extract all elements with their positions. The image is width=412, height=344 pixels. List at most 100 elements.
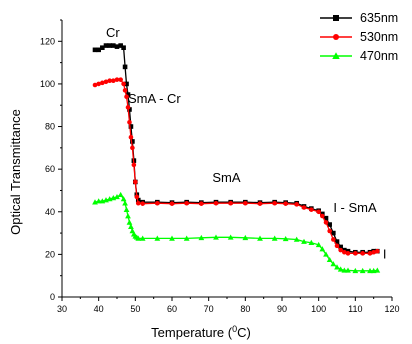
y-tick-label: 120 <box>40 36 55 46</box>
legend-label-530nm: 530nm <box>360 30 398 44</box>
data-point-530nm <box>155 200 160 206</box>
data-point-530nm <box>213 200 219 206</box>
annotation-label: I - SmA <box>333 200 377 215</box>
data-point-470nm <box>139 235 146 241</box>
data-point-530nm <box>169 201 175 206</box>
series-635nm <box>92 43 380 255</box>
data-point-530nm <box>135 200 141 206</box>
data-point-470nm <box>352 267 359 274</box>
legend-item-530nm: 530nm <box>320 30 398 44</box>
data-point-470nm <box>282 235 289 242</box>
data-point-530nm <box>118 77 123 82</box>
legend-marker-530nm <box>333 34 339 40</box>
data-point-470nm <box>122 200 128 206</box>
y-tick-label: 40 <box>45 207 55 217</box>
data-point-530nm <box>323 220 329 225</box>
data-point-470nm <box>125 213 131 219</box>
data-point-530nm <box>228 200 233 206</box>
data-point-470nm <box>323 251 329 257</box>
data-point-470nm <box>308 239 315 245</box>
data-point-635nm <box>118 43 123 48</box>
legend-item-470nm: 470nm <box>320 49 398 63</box>
data-point-470nm <box>198 234 205 241</box>
data-point-635nm <box>107 43 112 48</box>
data-point-530nm <box>320 213 325 219</box>
x-axis-title-sup: 0 <box>232 324 237 334</box>
data-point-470nm <box>227 234 234 240</box>
legend-label-470nm: 470nm <box>360 49 398 63</box>
data-point-635nm <box>114 44 120 49</box>
data-point-635nm <box>323 215 329 221</box>
x-tick-label: 60 <box>167 304 177 314</box>
data-point-470nm <box>120 196 127 202</box>
data-point-635nm <box>130 139 135 144</box>
data-point-635nm <box>100 45 105 50</box>
legend-marker-635nm <box>333 15 339 21</box>
data-point-530nm <box>338 247 343 253</box>
data-point-530nm <box>122 88 128 93</box>
data-point-470nm <box>154 235 161 241</box>
data-point-530nm <box>134 194 140 200</box>
data-point-530nm <box>327 228 332 234</box>
annotation-label: SmA - Cr <box>128 91 181 106</box>
x-tick-label: 80 <box>240 304 250 314</box>
x-tick-label: 30 <box>57 304 67 314</box>
x-axis-title-prefix: Temperature ( <box>151 325 233 340</box>
data-point-530nm <box>367 251 373 256</box>
data-point-470nm <box>135 235 142 241</box>
data-point-635nm <box>338 244 343 250</box>
data-point-470nm <box>330 261 337 267</box>
y-axis-title: Optical Transmittance <box>8 109 23 235</box>
y-tick-label: 80 <box>45 122 55 132</box>
legend-marker-470nm <box>332 52 340 59</box>
data-point-635nm <box>125 92 131 97</box>
data-point-470nm <box>271 235 278 241</box>
data-point-530nm <box>100 80 105 86</box>
data-point-635nm <box>331 230 336 236</box>
data-point-530nm <box>301 205 307 210</box>
data-point-530nm <box>140 201 145 206</box>
data-point-470nm <box>128 223 134 229</box>
data-point-635nm <box>96 47 101 53</box>
series-470nm <box>92 191 381 274</box>
x-tick-label: 50 <box>130 304 140 314</box>
data-point-470nm <box>257 235 263 241</box>
data-point-530nm <box>334 243 340 249</box>
legend-label-635nm: 635nm <box>360 11 398 25</box>
series-line-635nm <box>95 44 378 253</box>
data-point-635nm <box>92 47 98 53</box>
data-point-470nm <box>183 235 190 241</box>
data-point-470nm <box>126 219 133 225</box>
data-point-530nm <box>96 81 101 87</box>
y-tick-label: 20 <box>45 249 55 259</box>
data-point-530nm <box>243 200 248 206</box>
annotation-label: Cr <box>106 25 120 40</box>
data-point-530nm <box>184 200 189 206</box>
data-point-470nm <box>315 241 322 248</box>
data-point-635nm <box>103 43 109 48</box>
data-point-470nm <box>367 267 373 274</box>
data-point-530nm <box>360 251 365 256</box>
data-point-470nm <box>123 206 130 212</box>
y-tick-label: 100 <box>40 79 55 89</box>
data-point-530nm <box>371 249 376 255</box>
data-point-635nm <box>127 107 132 112</box>
data-point-530nm <box>283 201 288 206</box>
series-530nm <box>92 77 380 256</box>
data-point-530nm <box>103 79 109 85</box>
data-point-530nm <box>294 202 299 207</box>
data-point-470nm <box>374 267 381 273</box>
data-point-530nm <box>331 237 336 242</box>
data-point-530nm <box>124 94 129 100</box>
data-point-470nm <box>213 234 219 240</box>
data-point-530nm <box>127 119 132 125</box>
data-point-635nm <box>121 45 126 50</box>
data-point-635nm <box>122 64 128 70</box>
x-tick-label: 90 <box>277 304 287 314</box>
data-point-530nm <box>199 201 204 206</box>
data-point-470nm <box>242 234 249 241</box>
data-point-530nm <box>114 77 120 82</box>
x-tick-label: 110 <box>348 304 362 314</box>
data-point-470nm <box>293 236 300 242</box>
annotation-label: SmA <box>212 170 241 185</box>
